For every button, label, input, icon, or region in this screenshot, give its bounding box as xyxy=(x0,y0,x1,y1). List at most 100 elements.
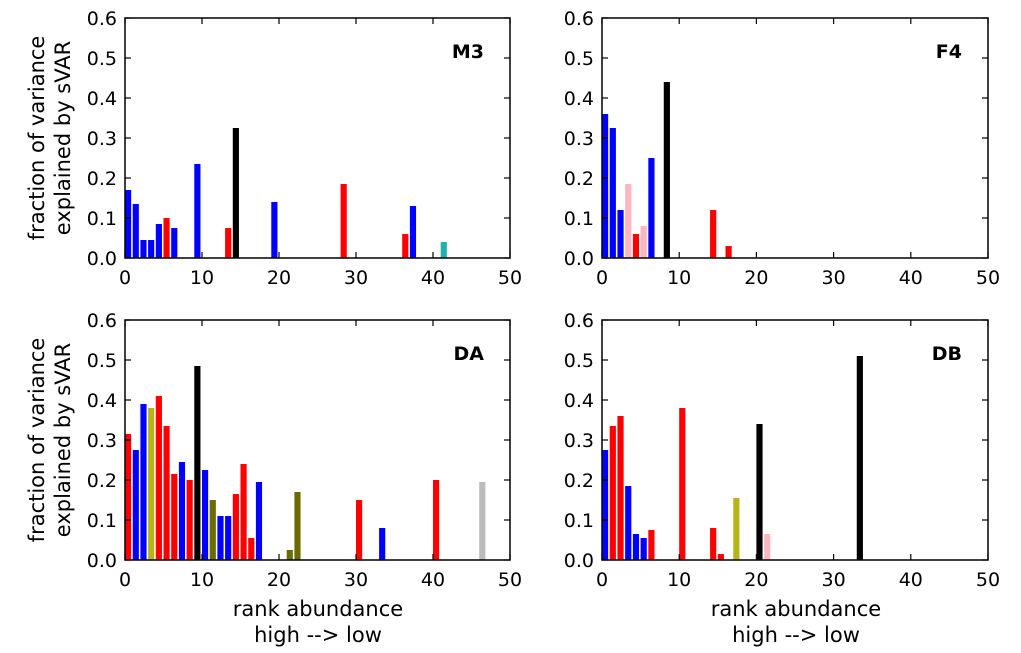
bar xyxy=(717,554,724,560)
y-tick-label: 0.2 xyxy=(564,168,594,190)
bar xyxy=(194,164,201,258)
bar xyxy=(209,500,216,560)
bar xyxy=(625,184,632,258)
y-tick-label: 0.3 xyxy=(87,430,117,452)
y-tick-label: 0.6 xyxy=(564,310,594,332)
xlabel-left-line2: high --> low xyxy=(254,623,382,647)
x-tick-label: 30 xyxy=(822,569,846,591)
bar xyxy=(663,82,670,258)
y-ticks: 0.0 0.1 0.2 0.3 0.4 0.5 0.6 xyxy=(87,310,510,572)
bar xyxy=(225,228,232,258)
y-ticks: 0.0 0.1 0.2 0.3 0.4 0.5 0.6 xyxy=(564,8,988,270)
y-tick-label: 0.0 xyxy=(564,248,594,270)
ylabel-top-line2: explained by sVAR xyxy=(51,41,75,235)
y-tick-label: 0.1 xyxy=(87,208,117,230)
bar xyxy=(140,240,147,258)
bar xyxy=(433,480,440,560)
x-tick-label: 20 xyxy=(744,267,768,289)
bar xyxy=(194,366,201,560)
bar xyxy=(148,408,155,560)
bar xyxy=(648,158,655,258)
ylabel-top-line1: fraction of variance xyxy=(25,36,49,241)
bar xyxy=(764,534,771,560)
x-tick-label: 10 xyxy=(190,569,214,591)
x-tick-label: 50 xyxy=(976,267,1000,289)
bar xyxy=(186,480,193,560)
x-tick-label: 10 xyxy=(667,267,691,289)
bar xyxy=(440,242,447,258)
bar xyxy=(609,128,616,258)
y-ticks: 0.0 0.1 0.2 0.3 0.4 0.5 0.6 xyxy=(87,8,510,270)
bar xyxy=(756,424,763,560)
x-tick-label: 0 xyxy=(596,569,608,591)
panels: 0.00.10.20.30.40.50.60 10 20 30 40 50M30.00.1… xyxy=(87,8,1000,591)
panel-label: DA xyxy=(454,343,485,365)
ylabel-bottom-line1: fraction of variance xyxy=(25,338,49,543)
y-tick-label: 0.3 xyxy=(564,128,594,150)
y-tick-label: 0.5 xyxy=(564,48,594,70)
x-tick-label: 40 xyxy=(421,569,445,591)
y-tick-label: 0.2 xyxy=(564,470,594,492)
panel-label: F4 xyxy=(936,41,962,63)
xlabel-right-line2: high --> low xyxy=(732,623,860,647)
x-tick-label: 50 xyxy=(976,569,1000,591)
y-tick-label: 0.6 xyxy=(564,8,594,30)
x-tick-label: 0 xyxy=(596,267,608,289)
panel-da: 0.0 0.1 0.2 0.3 0.4 0.5 0.6 0 10 20 30 40 50 DA xyxy=(87,310,522,591)
bar xyxy=(602,450,609,560)
y-tick-label: 0.1 xyxy=(87,510,117,532)
panel-db: 0.0 0.1 0.2 0.3 0.4 0.5 0.6 0 10 20 30 40 50 DB xyxy=(564,310,1000,591)
bars xyxy=(125,366,486,560)
bar xyxy=(356,500,363,560)
y-tick-label: 0.0 xyxy=(87,550,117,572)
y-tick-label: 0.2 xyxy=(87,470,117,492)
bar xyxy=(148,240,155,258)
bar xyxy=(679,408,686,560)
panel-f4: 0.0 0.1 0.2 0.3 0.4 0.5 0.6 0 10 20 30 40 50 F4 xyxy=(564,8,1000,289)
x-tick-label: 30 xyxy=(344,569,368,591)
y-tick-label: 0.4 xyxy=(87,390,117,412)
x-tick-label: 20 xyxy=(267,569,291,591)
bars xyxy=(125,128,447,258)
ylabel-bottom: fraction of variance xyxy=(25,338,49,543)
bar xyxy=(710,528,717,560)
x-tick-label: 30 xyxy=(344,267,368,289)
bar xyxy=(379,528,386,560)
panel-label: M3 xyxy=(452,41,484,63)
y-tick-label: 0.1 xyxy=(564,208,594,230)
bar xyxy=(163,426,170,560)
bar xyxy=(255,482,263,560)
bar xyxy=(625,486,632,560)
bar xyxy=(202,470,209,560)
y-tick-label: 0.6 xyxy=(87,8,117,30)
ylabel-bottom-2: explained by sVAR xyxy=(51,343,75,537)
x-tick-label: 0 xyxy=(119,569,131,591)
bars xyxy=(602,82,732,258)
x-tick-label: 0 xyxy=(119,267,131,289)
x-tick-label: 50 xyxy=(498,569,522,591)
y-tick-label: 0.2 xyxy=(87,168,117,190)
bar xyxy=(733,498,740,560)
y-tick-label: 0.1 xyxy=(564,510,594,532)
plot-area xyxy=(602,320,988,560)
bar xyxy=(856,356,863,560)
bar xyxy=(286,550,293,560)
bar xyxy=(632,234,640,258)
bar xyxy=(294,492,301,560)
x-tick-label: 30 xyxy=(822,267,846,289)
xlabel-right-line1: rank abundance xyxy=(711,597,881,621)
x-tick-label: 50 xyxy=(498,267,522,289)
x-ticks: 0 10 20 30 40 50 xyxy=(596,18,1000,289)
bar xyxy=(132,204,139,258)
y-ticks: 0.0 0.1 0.2 0.3 0.4 0.5 0.6 xyxy=(564,310,988,572)
bar xyxy=(125,190,132,258)
x-tick-label: 20 xyxy=(744,569,768,591)
x-tick-label: 40 xyxy=(421,267,445,289)
panel-label: DB xyxy=(932,343,962,365)
bar xyxy=(340,184,347,258)
bar xyxy=(240,464,247,560)
bar xyxy=(178,462,186,560)
y-tick-label: 0.3 xyxy=(87,128,117,150)
x-tick-label: 20 xyxy=(267,267,291,289)
